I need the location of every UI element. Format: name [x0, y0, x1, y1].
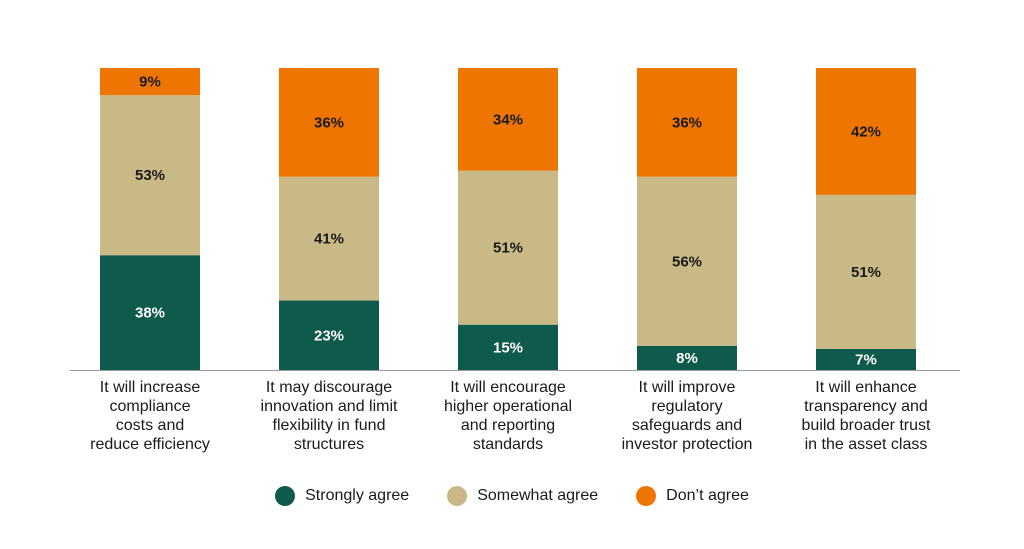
bar-segment-strongly-agree-1	[100, 255, 200, 370]
bar-label-dont-agree-2: 36%	[314, 114, 344, 131]
bar-label-somewhat-agree-2: 41%	[314, 231, 344, 248]
legend-label-dont-agree: Don’t agree	[666, 487, 749, 504]
bar-segment-strongly-agree-4	[637, 345, 737, 370]
bar-label-strongly-agree-5: 7%	[855, 351, 877, 368]
bar-segment-dont-agree-5	[816, 68, 916, 195]
bar-label-dont-agree-1: 9%	[139, 74, 161, 91]
bar-segment-dont-agree-2	[279, 68, 379, 177]
legend-swatch-somewhat-agree	[447, 486, 468, 506]
legend-label-strongly-agree: Strongly agree	[305, 487, 410, 504]
bar-segment-dont-agree-3	[458, 68, 558, 171]
bar-label-somewhat-agree-4: 56%	[672, 253, 702, 270]
legend-label-somewhat-agree: Somewhat agree	[477, 487, 599, 504]
bar-label-dont-agree-3: 34%	[493, 111, 523, 128]
bar-label-strongly-agree-2: 23%	[314, 327, 344, 344]
bar-segment-somewhat-agree-2	[279, 176, 379, 301]
category-label-4: It will improve regulatory safeguards and i…	[622, 379, 753, 453]
bar-segment-strongly-agree-3	[458, 324, 558, 370]
legend-swatch-dont-agree	[636, 486, 657, 506]
bar-label-strongly-agree-3: 15%	[493, 339, 523, 356]
legend: Strongly agree Somewhat agree Don’t agre…	[0, 486, 1024, 506]
category-label-2: It may discourage innovation and limit fle…	[261, 379, 399, 453]
stacked-bar-chart: 38% 53% 9% It will increase compliance costs …	[70, 68, 960, 453]
category-label-1: It will increase compliance costs and reduc…	[90, 379, 210, 453]
bar-label-dont-agree-5: 42%	[851, 123, 881, 140]
bar-label-strongly-agree-4: 8%	[676, 350, 698, 367]
bar-segment-somewhat-agree-4	[637, 176, 737, 346]
bar-segment-strongly-agree-5	[816, 348, 916, 370]
category-label-3: It will encourage higher operational and r…	[444, 379, 572, 453]
legend-item-strongly-agree: Strongly agree	[275, 486, 409, 506]
category-label-5: It will enhance transparency and build bro…	[802, 379, 932, 453]
bar-label-strongly-agree-1: 38%	[135, 305, 165, 322]
bar-label-somewhat-agree-5: 51%	[851, 264, 881, 281]
bar-segment-dont-agree-1	[100, 68, 200, 96]
legend-swatch-strongly-agree	[275, 486, 296, 506]
bar-segment-strongly-agree-2	[279, 300, 379, 370]
bar-label-somewhat-agree-3: 51%	[493, 240, 523, 257]
legend-item-dont-agree: Don’t agree	[636, 486, 749, 506]
bar-segment-somewhat-agree-1	[100, 95, 200, 256]
bar-segment-somewhat-agree-5	[816, 194, 916, 349]
bar-segment-dont-agree-4	[637, 68, 737, 177]
bar-label-somewhat-agree-1: 53%	[135, 167, 165, 184]
legend-item-somewhat-agree: Somewhat agree	[447, 486, 598, 506]
bar-segment-somewhat-agree-3	[458, 170, 558, 325]
bar-label-dont-agree-4: 36%	[672, 114, 702, 131]
